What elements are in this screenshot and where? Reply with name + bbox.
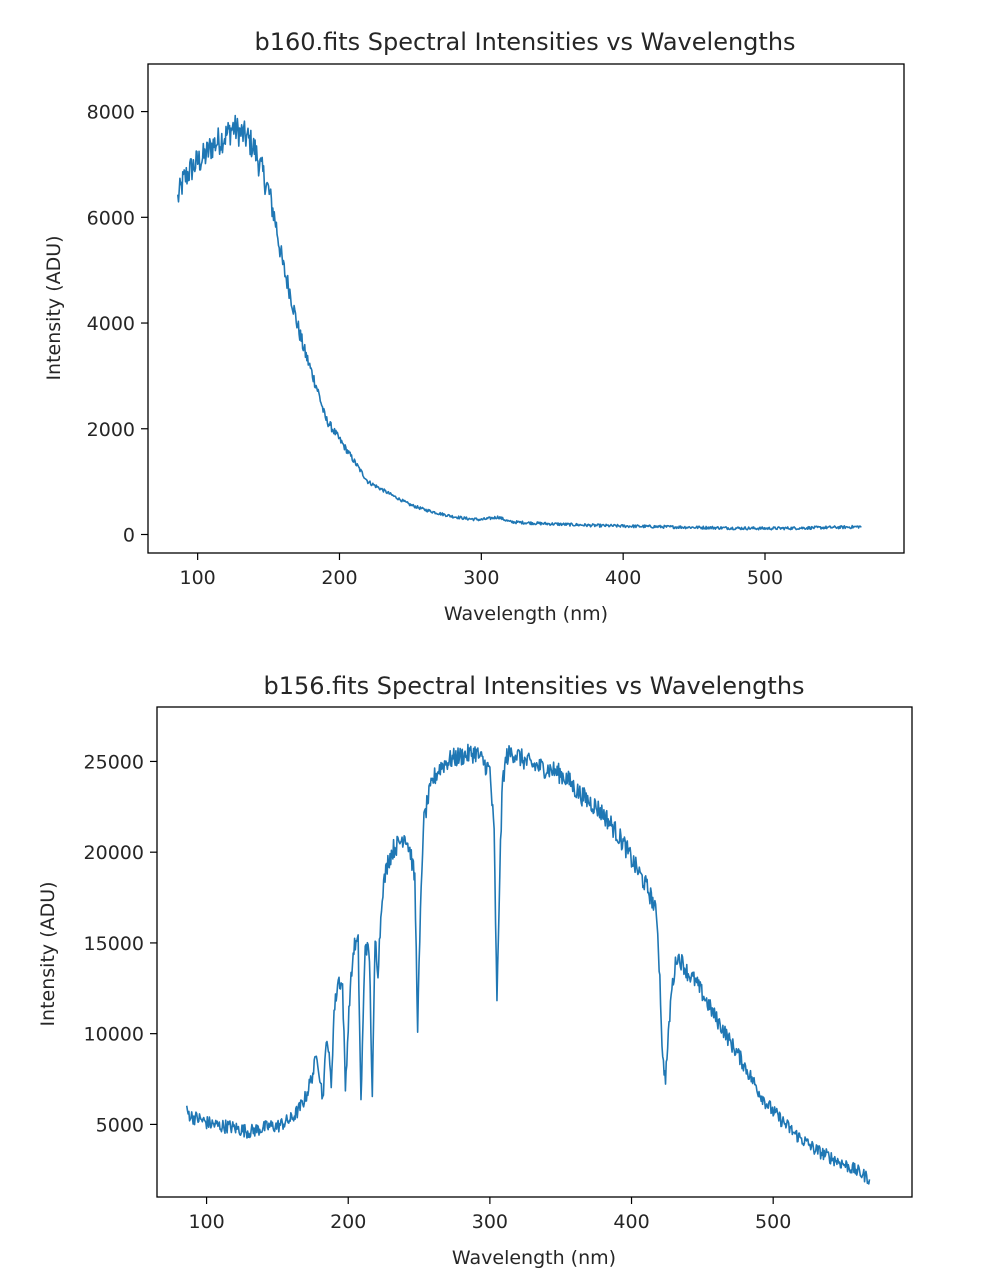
chart-title: b156.fits Spectral Intensities vs Wavele… <box>263 672 804 700</box>
x-tick-label: 500 <box>755 1211 791 1233</box>
chart-title: b160.fits Spectral Intensities vs Wavele… <box>254 28 795 56</box>
x-tick-label: 400 <box>605 567 641 589</box>
y-tick-label: 8000 <box>87 102 135 124</box>
y-axis-label: Intensity (ADU) <box>43 235 65 380</box>
x-tick-label: 400 <box>613 1211 649 1233</box>
x-tick-label: 300 <box>472 1211 508 1233</box>
y-tick-label: 15000 <box>84 933 144 955</box>
y-tick-label: 10000 <box>84 1024 144 1046</box>
plot-frame <box>156 706 913 1198</box>
chart-b160: b160.fits Spectral Intensities vs Wavele… <box>43 28 905 625</box>
plot-area <box>176 114 862 531</box>
y-tick-label: 25000 <box>84 751 144 773</box>
y-axis-ticks: 0 2000 4000 6000 8000 <box>87 102 148 546</box>
plot-area <box>185 743 871 1185</box>
x-tick-label: 500 <box>747 567 783 589</box>
plot-frame <box>147 63 905 554</box>
y-tick-label: 6000 <box>87 207 135 229</box>
y-tick-label: 4000 <box>87 313 135 335</box>
x-tick-label: 200 <box>330 1211 366 1233</box>
x-tick-label: 200 <box>321 567 357 589</box>
x-axis-ticks: 100 200 300 400 500 <box>180 553 783 589</box>
x-tick-label: 300 <box>463 567 499 589</box>
y-tick-label: 0 <box>123 524 135 546</box>
y-tick-label: 2000 <box>87 419 135 441</box>
x-tick-label: 100 <box>180 567 216 589</box>
chart-b156: b156.fits Spectral Intensities vs Wavele… <box>37 672 913 1269</box>
y-tick-label: 5000 <box>96 1114 144 1136</box>
y-axis-label: Intensity (ADU) <box>37 881 59 1026</box>
spectrum-series-line <box>176 114 862 531</box>
y-axis-ticks: 5000 10000 15000 20000 25000 <box>84 751 157 1136</box>
x-axis-label: Wavelength (nm) <box>444 603 608 625</box>
x-axis-ticks: 100 200 300 400 500 <box>188 1197 791 1233</box>
x-tick-label: 100 <box>188 1211 224 1233</box>
y-tick-label: 20000 <box>84 842 144 864</box>
spectrum-series-line <box>185 743 871 1185</box>
x-axis-label: Wavelength (nm) <box>452 1247 616 1269</box>
